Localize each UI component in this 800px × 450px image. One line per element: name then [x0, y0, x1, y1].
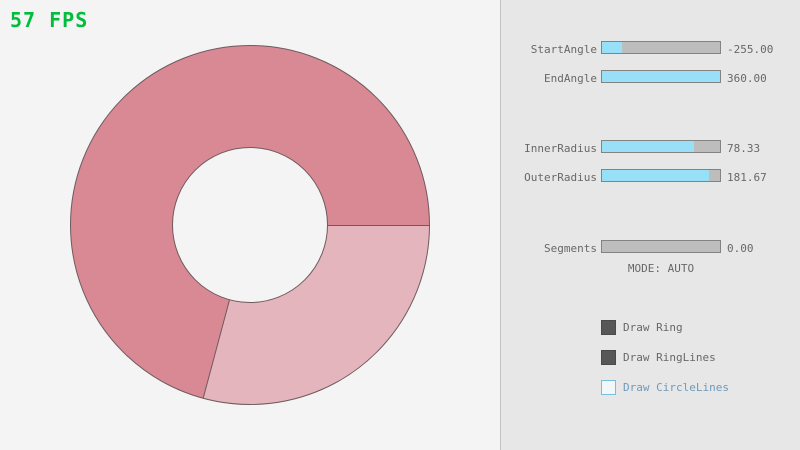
end-angle-label: EndAngle	[544, 72, 597, 85]
outer-radius-slider[interactable]	[601, 169, 721, 182]
segments-label: Segments	[544, 242, 597, 255]
draw-circlelines-row: Draw CircleLines	[601, 379, 729, 395]
end-angle-slider-fill	[602, 71, 720, 82]
segments-value: 0.00	[727, 242, 754, 255]
end-angle-value: 360.00	[727, 72, 767, 85]
ring-visualization	[70, 45, 430, 405]
inner-radius-slider[interactable]	[601, 140, 721, 153]
draw-ring-label: Draw Ring	[623, 320, 683, 334]
draw-ring-checkbox[interactable]	[601, 319, 616, 335]
outer-radius-row: OuterRadius 181.67	[501, 169, 800, 184]
inner-radius-row: InnerRadius 78.33	[501, 140, 800, 155]
start-angle-row: StartAngle -255.00	[501, 41, 800, 56]
outer-radius-value: 181.67	[727, 171, 767, 184]
outer-radius-slider-fill	[602, 170, 710, 181]
inner-radius-slider-fill	[602, 141, 695, 152]
start-angle-slider[interactable]	[601, 41, 721, 54]
fps-counter: 57 FPS	[10, 8, 89, 32]
outer-radius-label: OuterRadius	[524, 171, 597, 184]
draw-ringlines-label: Draw RingLines	[623, 350, 716, 364]
inner-radius-value: 78.33	[727, 142, 761, 155]
segments-slider[interactable]	[601, 240, 721, 253]
start-angle-slider-fill	[602, 42, 623, 53]
draw-circlelines-label: Draw CircleLines	[623, 380, 729, 394]
ring-end-angle-line	[328, 225, 430, 226]
segments-row: Segments 0.00	[501, 240, 800, 255]
end-angle-row: EndAngle 360.00	[501, 70, 800, 85]
draw-ring-row: Draw Ring	[601, 319, 683, 335]
inner-radius-label: InnerRadius	[524, 142, 597, 155]
draw-circlelines-checkbox[interactable]	[601, 379, 616, 395]
end-angle-slider[interactable]	[601, 70, 721, 83]
ring-inner-hole	[172, 147, 328, 303]
start-angle-label: StartAngle	[530, 43, 597, 56]
controls-panel: StartAngle -255.00 EndAngle 360.00 Inner…	[500, 0, 800, 450]
start-angle-value: -255.00	[727, 43, 774, 56]
segments-mode-text: MODE: AUTO	[627, 262, 695, 275]
draw-ringlines-row: Draw RingLines	[601, 349, 716, 365]
draw-ringlines-checkbox[interactable]	[601, 349, 616, 365]
